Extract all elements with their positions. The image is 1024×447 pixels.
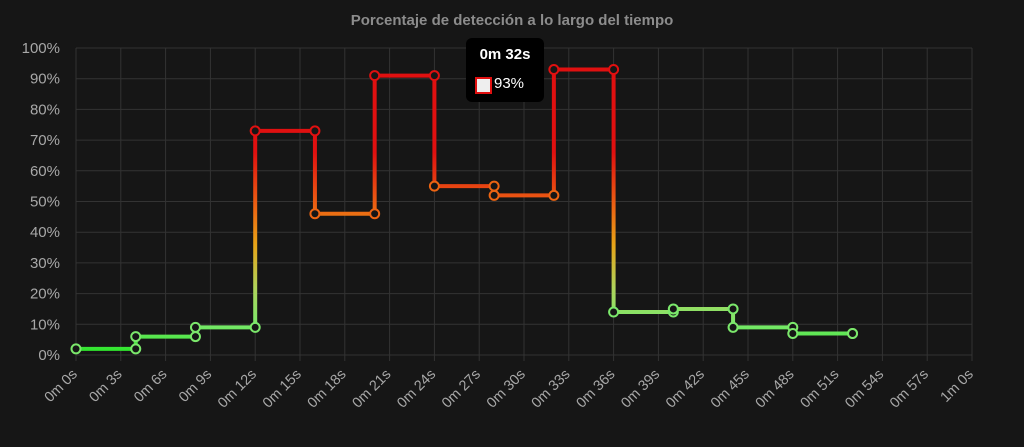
tooltip: 0m 32s 93% <box>466 38 544 102</box>
data-point[interactable] <box>428 70 440 82</box>
y-tick-label: 20% <box>30 286 60 303</box>
x-axis: 0m 0s 0m 3s 0m 6s 0m 9s 0m 12s 0m 15s 0m 18s 0m… <box>42 367 977 412</box>
data-point[interactable] <box>488 189 500 201</box>
series-line <box>76 67 853 351</box>
x-tick-label: 0m 12s <box>215 367 260 412</box>
y-tick-label: 50% <box>30 194 60 211</box>
x-tick-label: 0m 30s <box>484 367 529 412</box>
data-point[interactable] <box>428 180 440 192</box>
data-point[interactable] <box>667 303 679 315</box>
x-tick-label: 0m 18s <box>305 367 350 412</box>
data-point[interactable] <box>488 180 500 192</box>
x-tick-label: 1m 0s <box>938 367 977 406</box>
x-tick-label: 0m 42s <box>663 367 708 412</box>
data-points <box>70 63 859 355</box>
y-tick-label: 70% <box>30 132 60 149</box>
x-tick-label: 0m 54s <box>842 367 887 412</box>
data-point[interactable] <box>130 331 142 343</box>
data-point[interactable] <box>369 208 381 220</box>
data-point[interactable] <box>249 321 261 333</box>
data-point[interactable] <box>130 343 142 355</box>
x-tick-label: 0m 0s <box>42 367 81 406</box>
data-point[interactable] <box>787 328 799 340</box>
data-point[interactable] <box>548 63 560 75</box>
y-tick-label: 10% <box>30 316 60 333</box>
y-tick-label: 0% <box>38 347 60 364</box>
data-point[interactable] <box>608 63 620 75</box>
data-point[interactable] <box>309 125 321 137</box>
data-point[interactable] <box>727 321 739 333</box>
data-point[interactable] <box>847 328 859 340</box>
data-point[interactable] <box>369 70 381 82</box>
x-tick-label: 0m 21s <box>349 367 394 412</box>
x-tick-label: 0m 3s <box>86 367 125 406</box>
y-tick-label: 30% <box>30 255 60 272</box>
x-tick-label: 0m 33s <box>529 367 574 412</box>
data-point[interactable] <box>309 208 321 220</box>
x-tick-label: 0m 51s <box>797 367 842 412</box>
x-tick-label: 0m 27s <box>439 367 484 412</box>
x-tick-label: 0m 57s <box>887 367 932 412</box>
x-tick-label: 0m 36s <box>573 367 618 412</box>
y-tick-label: 40% <box>30 224 60 241</box>
x-tick-label: 0m 6s <box>131 367 170 406</box>
y-tick-label: 80% <box>30 101 60 118</box>
y-tick-label: 60% <box>30 163 60 180</box>
data-point[interactable] <box>189 331 201 343</box>
tooltip-swatch <box>475 77 492 94</box>
tooltip-title: 0m 32s <box>479 46 531 63</box>
y-tick-label: 90% <box>30 71 60 88</box>
x-tick-label: 0m 45s <box>708 367 753 412</box>
y-axis: 0% 10% 20% 30% 40% 50% 60% 70% 80% 90% 100% <box>22 40 60 364</box>
data-point[interactable] <box>548 189 560 201</box>
data-point[interactable] <box>189 321 201 333</box>
data-point[interactable] <box>608 306 620 318</box>
data-point[interactable] <box>249 125 261 137</box>
x-tick-label: 0m 24s <box>394 367 439 412</box>
chart-title: Porcentaje de detección a lo largo del t… <box>350 12 674 29</box>
x-tick-label: 0m 9s <box>176 367 215 406</box>
y-tick-label: 100% <box>22 40 60 57</box>
tooltip-value: 93% <box>494 75 525 92</box>
data-point[interactable] <box>727 303 739 315</box>
data-point[interactable] <box>70 343 82 355</box>
x-tick-label: 0m 48s <box>753 367 798 412</box>
x-tick-label: 0m 15s <box>260 367 305 412</box>
x-tick-label: 0m 39s <box>618 367 663 412</box>
